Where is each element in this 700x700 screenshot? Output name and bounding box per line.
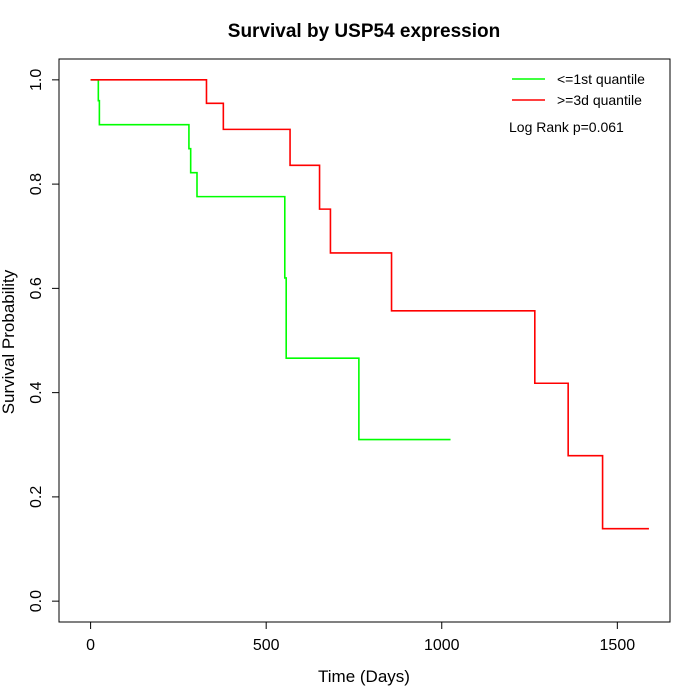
log-rank-annotation: Log Rank p=0.061 xyxy=(509,119,624,135)
y-axis-label: Survival Probability xyxy=(0,269,18,414)
chart-title: Survival by USP54 expression xyxy=(228,21,500,42)
series-group xyxy=(90,79,649,530)
y-tick-label: 0.6 xyxy=(28,277,45,299)
y-tick-label: 0.8 xyxy=(28,173,45,195)
y-tick-label: 0.2 xyxy=(28,486,45,508)
legend: <=1st quantile >=3d quantile xyxy=(512,71,645,108)
x-axis: 0 500 1000 1500 xyxy=(86,621,636,654)
y-axis: 0.0 0.2 0.4 0.6 0.8 1.0 xyxy=(28,69,60,612)
x-axis-label: Time (Days) xyxy=(318,667,410,686)
y-tick-label: 1.0 xyxy=(28,69,45,91)
plot-frame xyxy=(58,58,671,623)
legend-label-2: >=3d quantile xyxy=(557,92,642,108)
x-tick-label: 1000 xyxy=(424,637,460,654)
series-line-2 xyxy=(90,79,649,530)
x-tick-label: 500 xyxy=(253,637,280,654)
series-line-1 xyxy=(90,79,451,441)
y-tick-label: 0.0 xyxy=(28,590,45,612)
x-tick-label: 1500 xyxy=(600,637,636,654)
x-tick-label: 0 xyxy=(86,637,95,654)
legend-label-1: <=1st quantile xyxy=(557,71,645,87)
y-tick-label: 0.4 xyxy=(28,381,45,403)
